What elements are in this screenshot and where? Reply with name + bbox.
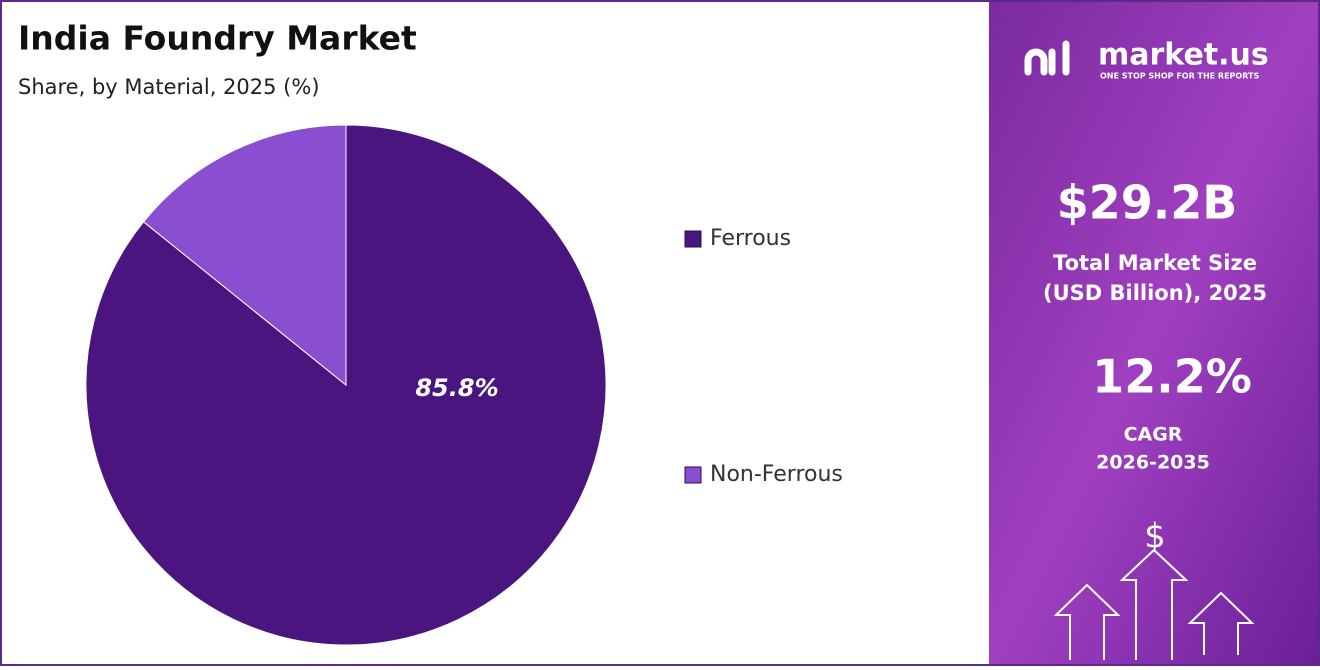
chart-title: India Foundry Market <box>18 19 417 58</box>
cagr-value: 12.2% <box>1092 350 1252 404</box>
legend-swatch <box>684 230 702 248</box>
legend-swatch <box>684 466 702 484</box>
side-panel <box>989 2 1318 664</box>
pie: 85.8% <box>85 124 607 646</box>
market-size-label: Total Market Size <box>1053 251 1257 275</box>
cagr-label: CAGR <box>1124 424 1183 446</box>
brand-tagline: ONE STOP SHOP FOR THE REPORTS <box>1100 72 1259 81</box>
pie-slice <box>142 124 347 387</box>
legend: Ferrous Non-Ferrous <box>684 226 843 487</box>
cagr-label: 2026-2035 <box>1096 452 1210 474</box>
brand-name: market.us <box>1098 38 1269 73</box>
data-label: 85.8% <box>415 374 498 402</box>
chart-subtitle: Share, by Material, 2025 (%) <box>18 75 320 99</box>
brand-logo <box>1024 40 1070 76</box>
market-size-label: (USD Billion), 2025 <box>1043 281 1267 305</box>
legend-label: Non-Ferrous <box>710 462 843 487</box>
dollar-icon: $ <box>1144 517 1166 557</box>
market-size: $29.2B <box>1057 176 1238 230</box>
legend-label: Ferrous <box>710 226 791 251</box>
arrows-icon <box>1053 548 1255 660</box>
